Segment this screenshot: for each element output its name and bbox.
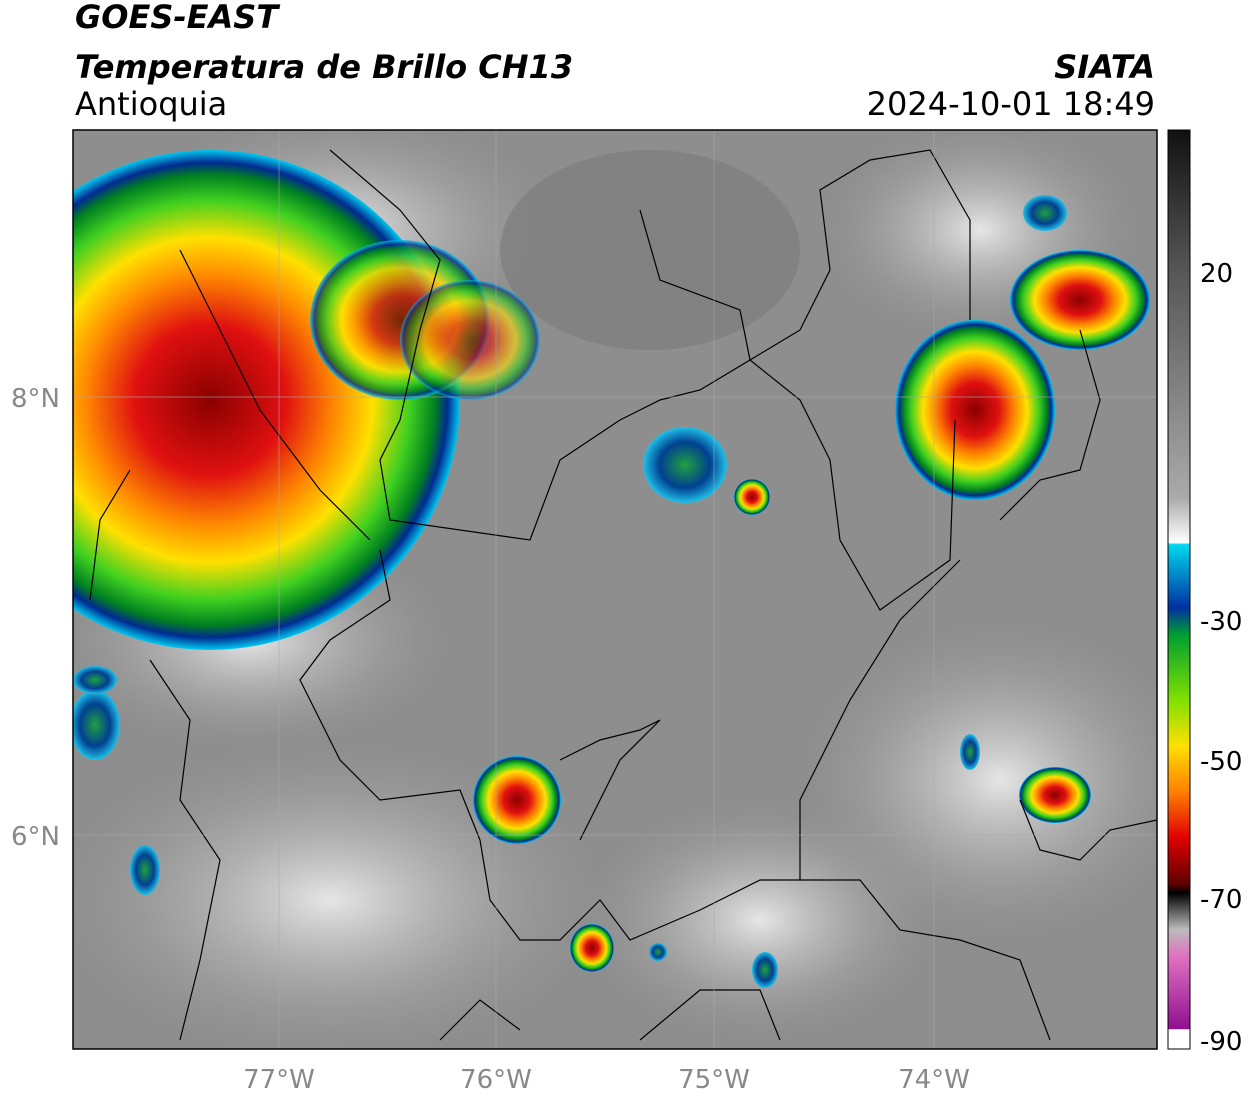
lon-label: 76°W <box>460 1065 532 1095</box>
lon-label: 75°W <box>678 1065 750 1095</box>
colorbar <box>1167 129 1191 1050</box>
colorbar-label: -30 <box>1200 607 1242 637</box>
lon-label: 74°W <box>898 1065 970 1095</box>
lat-label: 6°N <box>11 822 60 852</box>
lat-label: 8°N <box>11 384 60 414</box>
source: SIATA <box>1054 48 1155 86</box>
colorbar-label: -90 <box>1200 1027 1242 1057</box>
title: GOES-EAST <box>75 0 280 36</box>
map-frame <box>72 129 1158 1050</box>
colorbar-label: -70 <box>1200 885 1242 915</box>
colorbar-label: -50 <box>1200 747 1242 777</box>
subtitle: Temperatura de Brillo CH13 <box>75 48 573 86</box>
colorbar-label: 20 <box>1200 259 1233 289</box>
map-image <box>73 130 1157 1049</box>
lon-label: 77°W <box>243 1065 315 1095</box>
region: Antioquia <box>75 85 227 123</box>
timestamp: 2024-10-01 18:49 <box>867 85 1155 123</box>
